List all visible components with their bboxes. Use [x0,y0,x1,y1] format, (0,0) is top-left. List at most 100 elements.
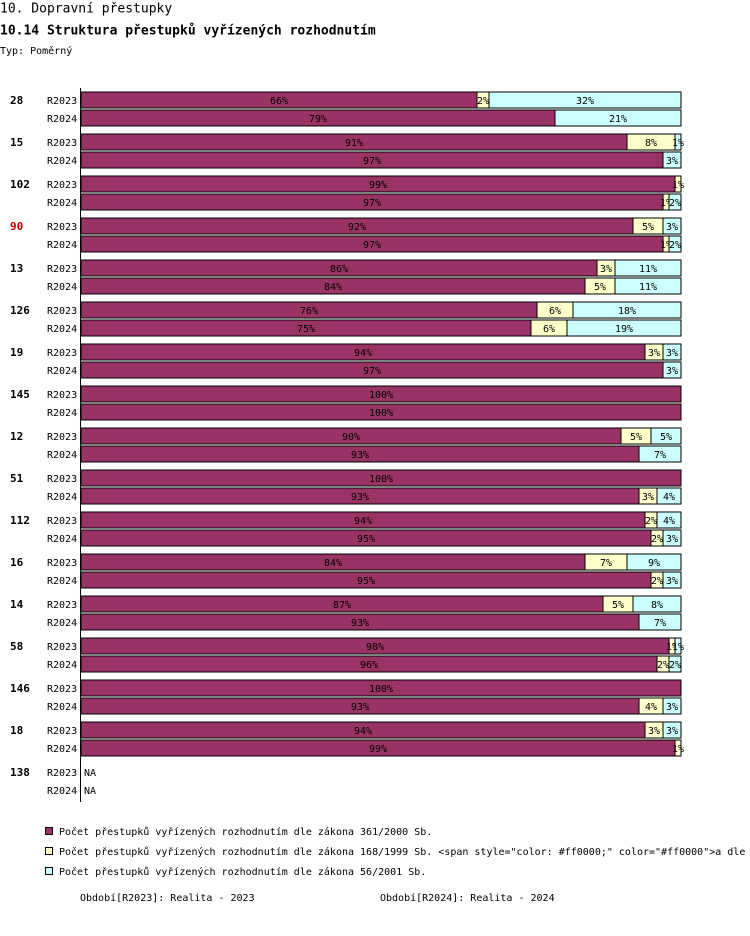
bar-segment [662,721,682,739]
bar-segment [638,445,682,463]
bar-segment [674,175,682,193]
bar-segment [650,427,682,445]
value-label: 3% [648,726,660,737]
value-label: 98% [366,642,384,653]
period-label: R2023 [47,642,77,653]
legend-label: Počet přestupků vyřízených rozhodnutím d… [59,866,426,878]
group-label: 138 [10,766,30,779]
period-label: R2023 [47,726,77,737]
value-label: 19% [615,324,633,335]
period-label: R2023 [47,600,77,611]
value-label: 3% [666,366,678,377]
period-label: R2023 [47,516,77,527]
value-label: 5% [594,282,606,293]
value-label: 4% [645,702,657,713]
period-label: R2023 [47,432,77,443]
bar-segment [656,487,682,505]
value-label: 18% [618,306,636,317]
value-label: 9% [648,558,660,569]
period-label: R2024 [47,198,77,209]
period-label: R2024 [47,240,77,251]
period-label: R2023 [47,264,77,275]
value-label: 6% [549,306,561,317]
value-label: 84% [324,558,342,569]
bar-segment [626,553,682,571]
period-label: R2024 [47,534,77,545]
legend-swatch [45,867,53,875]
period-label: R2024 [47,408,77,419]
period-label: R2023 [47,558,77,569]
na-label: NA [84,768,96,779]
bar-segment [632,595,682,613]
value-label: 4% [663,492,675,503]
bar-segment [662,217,682,235]
group-label: 112 [10,514,30,527]
value-label: 95% [357,576,375,587]
bar-segment [668,655,682,673]
bar-segment [662,151,682,169]
bar-segment [80,679,682,697]
value-label: 93% [351,450,369,461]
period-label: R2023 [47,222,77,233]
value-label: 3% [666,726,678,737]
period-label: R2023 [47,474,77,485]
bar-segment [554,109,682,127]
group-label: 12 [10,430,23,443]
value-label: 5% [660,432,672,443]
value-label: 3% [648,348,660,359]
bar-segment [638,613,682,631]
value-label: 4% [663,516,675,527]
value-label: 3% [666,576,678,587]
period-label: R2024 [47,156,77,167]
value-label: 1% [672,138,684,149]
value-label: 100% [369,684,393,695]
bar-segment [674,133,682,151]
period-label: R2024 [47,450,77,461]
value-label: 96% [360,660,378,671]
bar-segment [80,469,682,487]
value-label: 3% [666,534,678,545]
value-label: 1% [672,744,684,755]
value-label: 7% [654,450,666,461]
value-label: 90% [342,432,360,443]
value-label: 1% [660,240,672,251]
value-label: 99% [369,180,387,191]
group-label: 126 [10,304,30,317]
bar-segment [80,385,682,403]
period-label: R2023 [47,768,77,779]
value-label: 91% [345,138,363,149]
value-label: 79% [309,114,327,125]
value-label: 3% [600,264,612,275]
value-label: 100% [369,474,393,485]
value-label: 32% [576,96,594,107]
value-label: 7% [654,618,666,629]
group-label: 14 [10,598,24,611]
period-label: R2024 [47,786,77,797]
period-label: R2024 [47,744,77,755]
bar-segment [668,193,682,211]
value-label: 1% [672,642,684,653]
value-label: 76% [300,306,318,317]
value-label: 93% [351,618,369,629]
value-label: 2% [669,240,681,251]
value-label: 1% [660,198,672,209]
value-label: 86% [330,264,348,275]
group-label: 146 [10,682,30,695]
chart-title: 10.14 Struktura přestupků vyřízených roz… [0,24,376,39]
value-label: 3% [666,156,678,167]
chart-subtitle: Typ: Poměrný [0,45,72,57]
group-label: 13 [10,262,23,275]
bar-segment [662,529,682,547]
bar-segment [572,301,682,319]
value-label: 97% [363,156,381,167]
legend-swatch [45,827,53,835]
group-label: 15 [10,136,23,149]
bar-segment [80,403,682,421]
value-label: 1% [672,180,684,191]
value-label: 97% [363,240,381,251]
na-label: NA [84,786,96,797]
period-legend: Období[R2024]: Realita - 2024 [380,892,555,904]
value-label: 5% [612,600,624,611]
group-label: 18 [10,724,23,737]
period-label: R2024 [47,282,77,293]
